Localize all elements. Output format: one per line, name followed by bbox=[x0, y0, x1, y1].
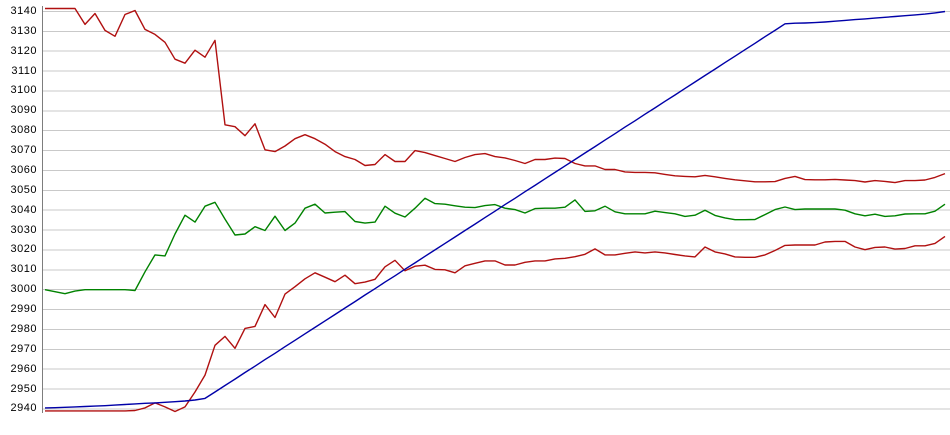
y-axis-tick-label-3000: 3000 bbox=[10, 283, 37, 296]
y-axis-tick-label-3060: 3060 bbox=[10, 163, 37, 176]
y-axis-tick-label-3130: 3130 bbox=[10, 24, 37, 37]
y-axis-tick-label-2970: 2970 bbox=[10, 342, 37, 355]
y-axis-tick-label-3080: 3080 bbox=[10, 124, 37, 137]
y-axis-tick-label-3020: 3020 bbox=[10, 243, 37, 256]
y-axis-tick-label-3070: 3070 bbox=[10, 144, 37, 157]
y-axis-tick-label-3120: 3120 bbox=[10, 44, 37, 57]
y-axis-tick-label-3040: 3040 bbox=[10, 203, 37, 216]
upper-red-line bbox=[45, 7, 946, 184]
blue-line bbox=[44, 10, 946, 409]
y-axis-tick-label-2950: 2950 bbox=[10, 382, 37, 395]
y-axis-tick-label-3110: 3110 bbox=[11, 64, 37, 77]
y-axis-tick-label-3030: 3030 bbox=[10, 223, 37, 236]
y-axis-tick-label-2960: 2960 bbox=[10, 362, 37, 375]
lower-red-line bbox=[45, 235, 946, 413]
y-axis-tick-label-3010: 3010 bbox=[10, 263, 37, 276]
y-axis-tick-label-3050: 3050 bbox=[10, 183, 37, 196]
y-axis-tick-label-3090: 3090 bbox=[10, 104, 37, 117]
green-line bbox=[44, 197, 946, 295]
y-axis-tick-label-3100: 3100 bbox=[10, 84, 37, 97]
y-axis-tick-label-2980: 2980 bbox=[10, 322, 37, 335]
y-axis-tick-label-2940: 2940 bbox=[10, 402, 37, 415]
y-axis-tick-label-2990: 2990 bbox=[10, 303, 37, 316]
y-axis-tick-label-3140: 3140 bbox=[10, 5, 37, 17]
